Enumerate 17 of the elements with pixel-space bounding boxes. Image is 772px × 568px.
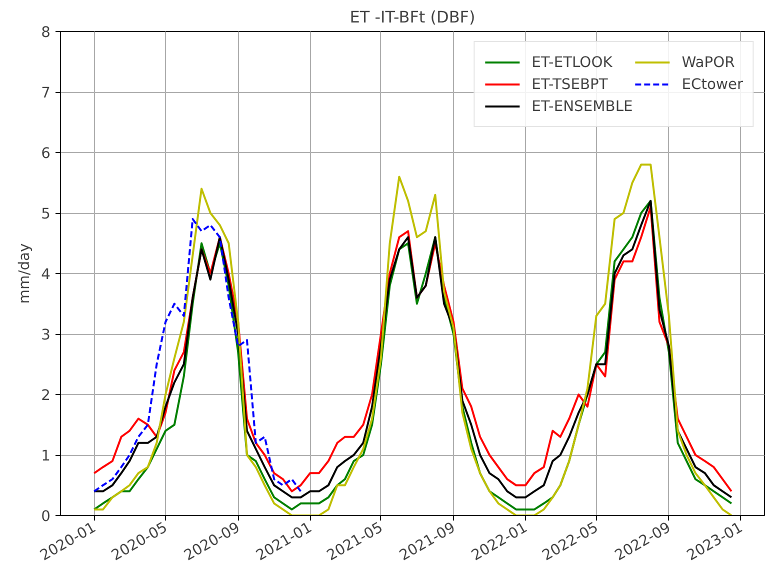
- y-axis-title: mm/day: [16, 242, 34, 304]
- legend-label: WaPOR: [682, 54, 735, 70]
- y-tick-label: 2: [41, 387, 51, 404]
- legend-label: ECtower: [682, 76, 743, 92]
- legend-label: ET-TSEBPT: [532, 76, 608, 92]
- y-tick-label: 4: [41, 266, 51, 283]
- line-series: [93, 218, 302, 492]
- y-tick-label: 0: [41, 508, 51, 525]
- legend-label: ET-ETLOOK: [532, 54, 612, 70]
- legend-label: ET-ENSEMBLE: [532, 98, 633, 114]
- y-tick-label: 8: [41, 24, 51, 41]
- y-tick-label: 6: [41, 145, 51, 162]
- y-tick-label: 3: [41, 326, 51, 344]
- chart-title: ET -IT-BFt (DBF): [350, 8, 476, 26]
- y-tick-label: 1: [41, 448, 51, 464]
- y-tick-label: 5: [41, 206, 51, 222]
- y-tick-label: 7: [41, 84, 51, 102]
